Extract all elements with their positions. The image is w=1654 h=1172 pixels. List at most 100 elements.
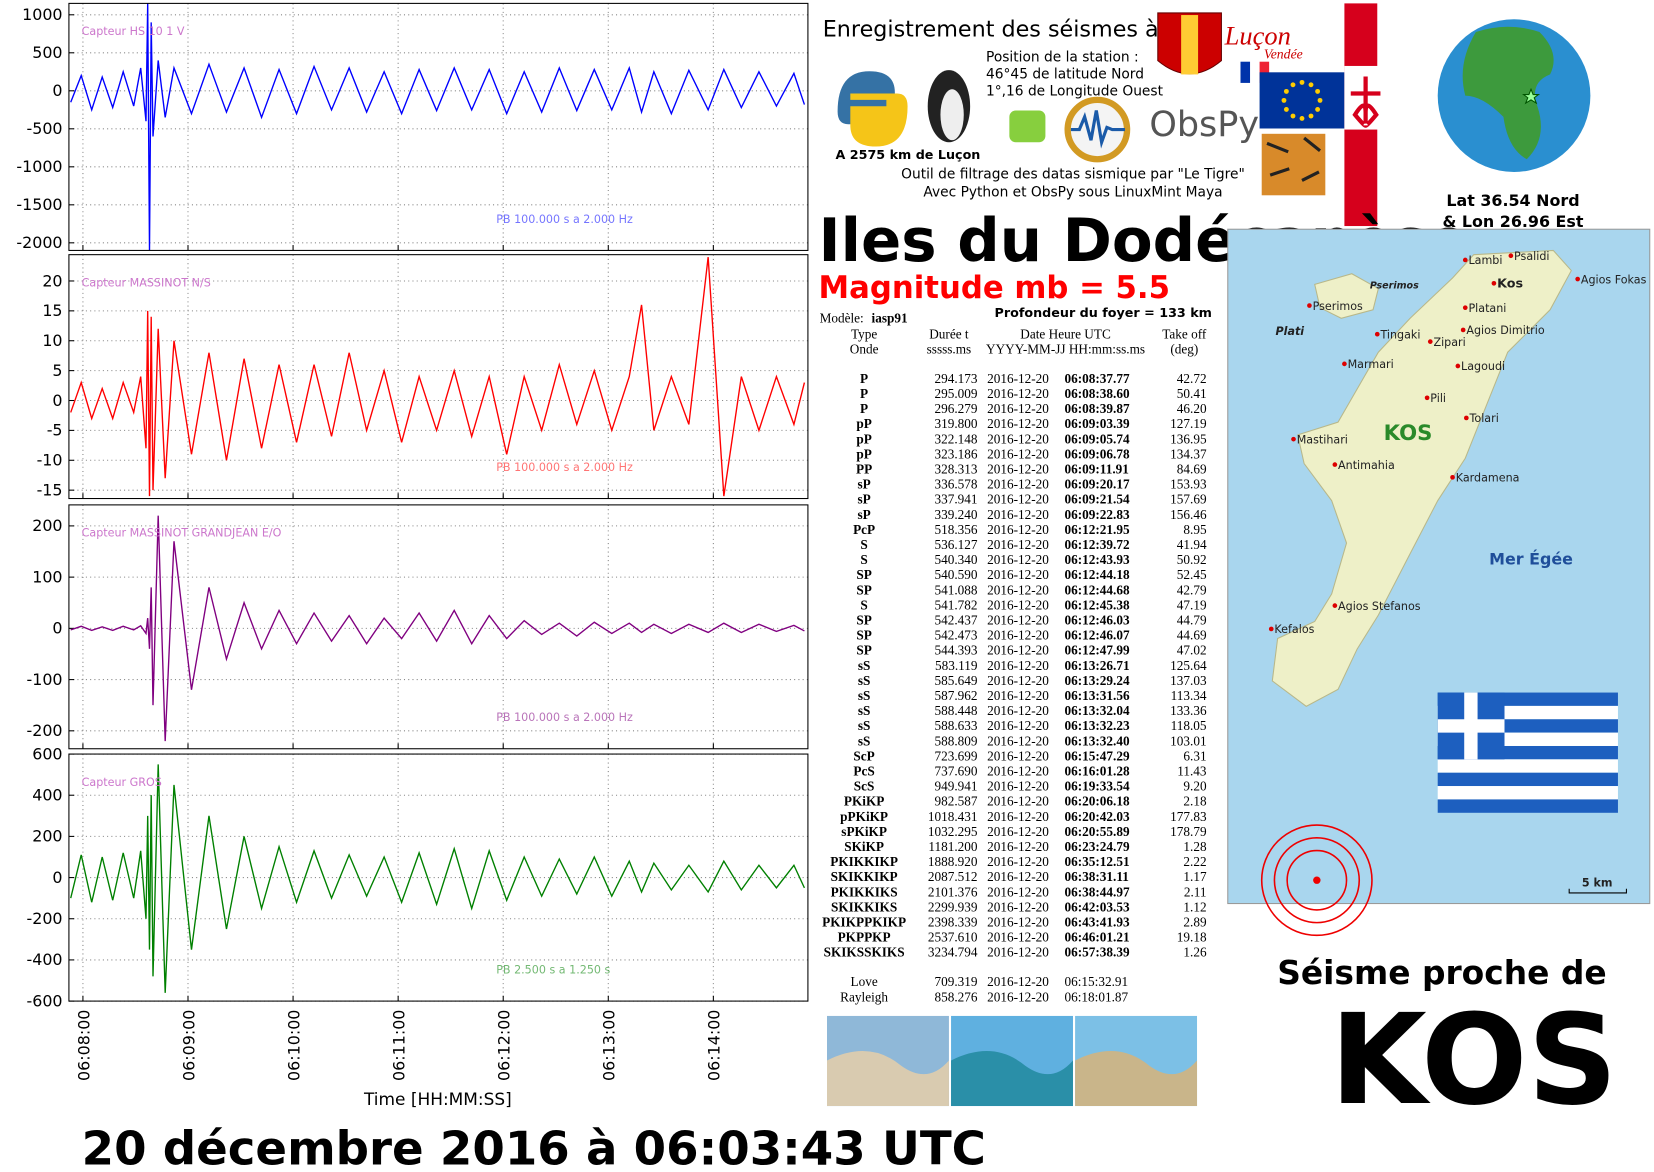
wave-type: PcP bbox=[853, 522, 875, 537]
tool-line: Avec Python et ObsPy sous LinuxMint Maya bbox=[923, 184, 1222, 200]
town-dot bbox=[1291, 436, 1296, 442]
travel-time: 322.148 bbox=[934, 431, 977, 446]
take-off: 118.05 bbox=[1171, 718, 1207, 733]
wave-type: PKPPKP bbox=[838, 930, 891, 945]
wave-type: sS bbox=[858, 733, 871, 748]
panel-frame bbox=[68, 2, 809, 251]
photo-land bbox=[1075, 1051, 1198, 1107]
wave-type: Love bbox=[850, 974, 877, 989]
town-dot bbox=[1374, 331, 1380, 337]
wave-type: S bbox=[860, 597, 867, 612]
arrival-date: 2016-12-20 bbox=[987, 824, 1049, 839]
y-tick-label: -1500 bbox=[16, 195, 62, 214]
x-tick-label: 06:11:00 bbox=[390, 1010, 409, 1081]
town-dot bbox=[1464, 415, 1469, 421]
region-name: Vendée bbox=[1264, 47, 1303, 62]
travel-time: 585.649 bbox=[934, 673, 977, 688]
arrival-date: 2016-12-20 bbox=[987, 613, 1049, 628]
travel-time: 1018.431 bbox=[928, 809, 978, 824]
take-off: 2.22 bbox=[1183, 854, 1206, 869]
arrival-time: 06:35:12.51 bbox=[1064, 854, 1129, 869]
arrival-date: 2016-12-20 bbox=[987, 673, 1049, 688]
wave-type: Rayleigh bbox=[840, 990, 888, 1005]
obspy-logo bbox=[1064, 96, 1131, 163]
arrival-date: 2016-12-20 bbox=[987, 764, 1049, 779]
wave-type: PcS bbox=[853, 764, 874, 779]
take-off: 157.69 bbox=[1170, 492, 1207, 507]
flag-gr-stripe bbox=[1437, 772, 1618, 787]
travel-time: 542.437 bbox=[934, 613, 977, 628]
take-off: 8.95 bbox=[1183, 522, 1207, 537]
y-tick-label: -10 bbox=[37, 451, 63, 470]
arrival-date: 2016-12-20 bbox=[987, 643, 1049, 658]
waveform bbox=[70, 764, 806, 993]
arrival-date: 2016-12-20 bbox=[987, 974, 1049, 989]
take-off: 136.95 bbox=[1170, 431, 1207, 446]
travel-time: 1181.200 bbox=[928, 839, 978, 854]
travel-time: 295.009 bbox=[934, 386, 977, 401]
y-tick-label: 0 bbox=[52, 619, 62, 638]
map-label: Psalidi bbox=[1514, 250, 1549, 263]
x-tick-label: 06:09:00 bbox=[179, 1010, 198, 1081]
wave-type: SKIKSSKIKS bbox=[824, 945, 905, 960]
arrival-date: 2016-12-20 bbox=[987, 507, 1049, 522]
table-header: YYYY-MM-JJ HH:mm:ss.ms bbox=[986, 341, 1145, 356]
distance-label: A 2575 km de Luçon bbox=[835, 147, 980, 162]
eu-star bbox=[1308, 113, 1314, 119]
take-off: 44.69 bbox=[1177, 628, 1207, 643]
arrival-time: 06:09:05.74 bbox=[1064, 431, 1130, 446]
y-tick-label: -600 bbox=[26, 991, 62, 1010]
take-off: 103.01 bbox=[1170, 733, 1206, 748]
travel-time: 587.962 bbox=[934, 688, 977, 703]
arrival-time: 06:19:33.54 bbox=[1064, 779, 1130, 794]
town-dot bbox=[1332, 462, 1338, 467]
arrival-time: 06:20:55.89 bbox=[1064, 824, 1130, 839]
map-label: Marmari bbox=[1348, 358, 1394, 371]
wave-type: sPKiKP bbox=[841, 824, 887, 839]
wave-type: sP bbox=[857, 492, 870, 507]
town-dot bbox=[1491, 280, 1497, 286]
eu-star bbox=[1290, 113, 1296, 119]
arrival-time: 06:09:21.54 bbox=[1064, 492, 1130, 507]
travel-time: 319.800 bbox=[934, 416, 977, 431]
y-tick-label: 0 bbox=[52, 391, 62, 410]
arrival-date: 2016-12-20 bbox=[987, 371, 1049, 386]
scale-bar bbox=[1568, 888, 1627, 894]
filter-label: PB 2.500 s a 1.250 s bbox=[496, 964, 610, 977]
travel-time: 2087.512 bbox=[928, 869, 978, 884]
wave-type: SKiKP bbox=[844, 839, 884, 854]
map-label: Lagoudi bbox=[1461, 360, 1505, 373]
wave-type: pP bbox=[856, 431, 871, 446]
arrival-date: 2016-12-20 bbox=[987, 386, 1049, 401]
epicenter-ring bbox=[1273, 837, 1361, 924]
x-axis-label: Time [HH:MM:SS] bbox=[363, 1089, 512, 1109]
take-off: 42.72 bbox=[1177, 371, 1207, 386]
take-off: 156.46 bbox=[1170, 507, 1207, 522]
obspy-text: ObsPy bbox=[1149, 105, 1259, 145]
take-off: 2.11 bbox=[1184, 884, 1207, 899]
arrival-date: 2016-12-20 bbox=[987, 733, 1049, 748]
arrival-date: 2016-12-20 bbox=[987, 930, 1049, 945]
arrival-time: 06:13:29.24 bbox=[1064, 673, 1130, 688]
take-off: 113.34 bbox=[1171, 688, 1207, 703]
arrival-date: 2016-12-20 bbox=[987, 658, 1049, 673]
photo-land bbox=[827, 1051, 949, 1107]
y-tick-label: 0 bbox=[52, 81, 62, 100]
y-tick-label: -100 bbox=[26, 670, 62, 689]
travel-time: 544.393 bbox=[934, 643, 977, 658]
arrival-date: 2016-12-20 bbox=[987, 869, 1049, 884]
wave-type: PP bbox=[856, 462, 872, 477]
arrival-time: 06:09:20.17 bbox=[1064, 477, 1130, 492]
y-tick-label: 1000 bbox=[22, 5, 62, 24]
take-off: 50.41 bbox=[1177, 386, 1207, 401]
station-position: Position de la station : bbox=[986, 50, 1139, 66]
map-label: 5 km bbox=[1582, 877, 1613, 890]
island-kos bbox=[1271, 249, 1572, 707]
island-pserimos bbox=[1314, 273, 1379, 319]
travel-time: 542.473 bbox=[934, 628, 977, 643]
wave-type: SP bbox=[856, 613, 871, 628]
wave-type: sS bbox=[858, 703, 871, 718]
y-tick-label: 15 bbox=[42, 301, 62, 320]
travel-time: 723.699 bbox=[934, 748, 977, 763]
arrival-date: 2016-12-20 bbox=[987, 718, 1049, 733]
